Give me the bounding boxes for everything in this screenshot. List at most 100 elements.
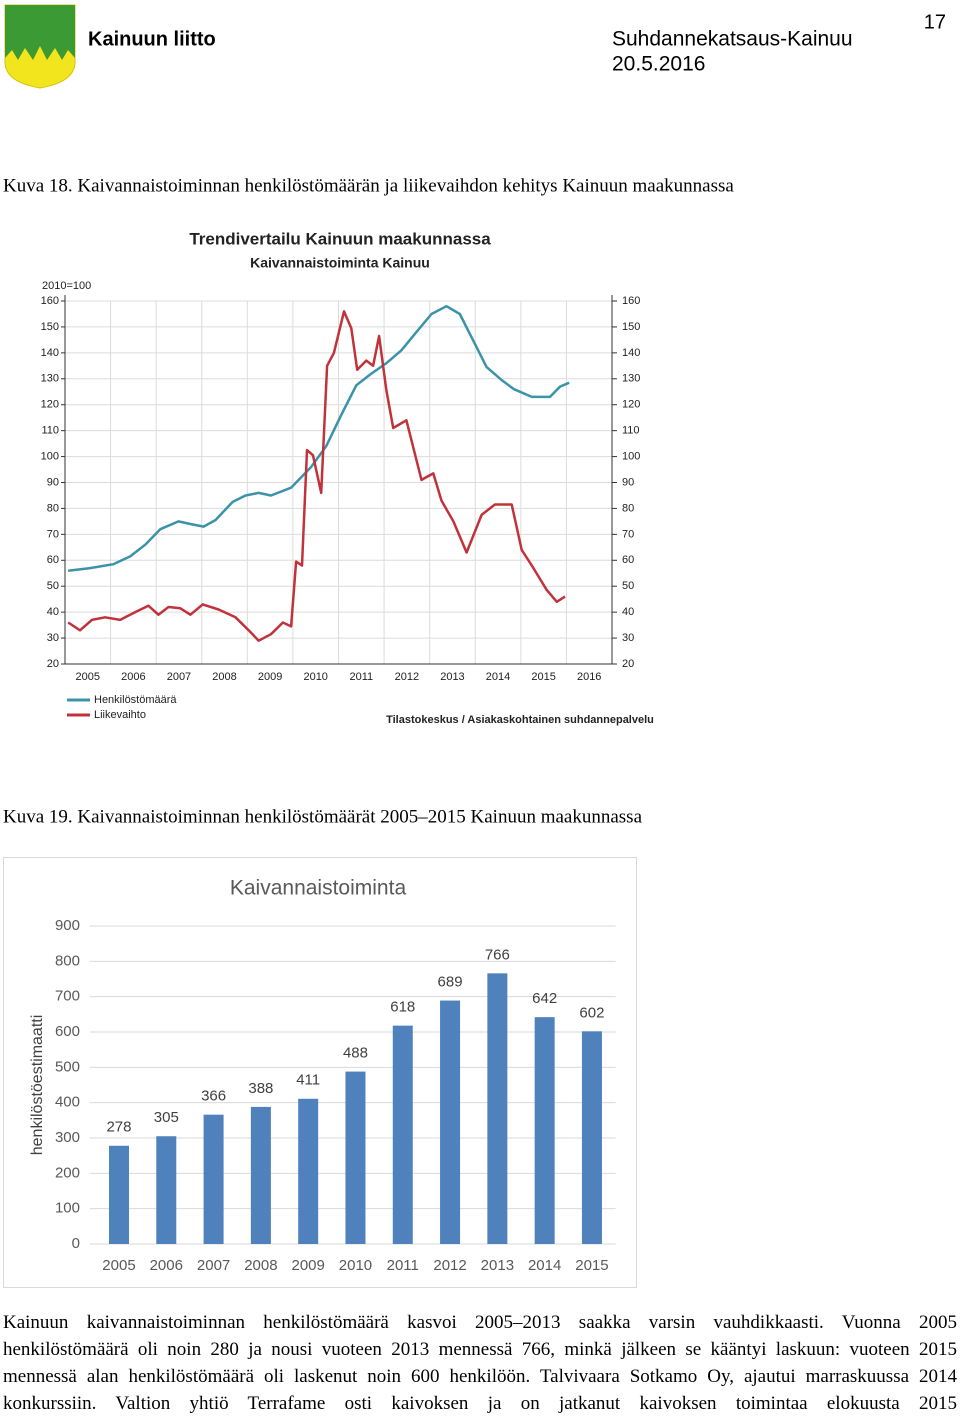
bar (108, 1145, 129, 1244)
legend-label: Liikevaihto (94, 709, 146, 721)
y2-tick-label: 70 (622, 528, 634, 540)
y2-tick-label: 80 (622, 502, 634, 514)
organization: Kainuun liitto (88, 28, 216, 50)
y2-tick-label: 140 (622, 347, 640, 359)
y-tick-label: 600 (55, 1023, 80, 1040)
bar (487, 973, 508, 1244)
value-label: 766 (485, 946, 510, 963)
y-tick-label: 500 (55, 1058, 80, 1075)
x-tick-label: 2011 (349, 671, 373, 683)
x-tick-label: 2007 (197, 1257, 230, 1274)
x-tick-label: 2011 (387, 1257, 419, 1274)
x-tick-label: 2014 (486, 671, 510, 683)
y-tick-label: 150 (41, 321, 59, 333)
caption: Kuva 18. Kaivannaistoiminnan henkilöstöm… (3, 175, 734, 196)
x-tick-label: 2007 (167, 671, 191, 683)
y2-tick-label: 150 (622, 321, 640, 333)
x-tick-label: 2008 (244, 1257, 277, 1274)
chart-title: Kaivannaistoiminta (230, 877, 407, 900)
bar (345, 1071, 366, 1244)
y-tick-label: 300 (55, 1129, 80, 1146)
bar (534, 1017, 555, 1244)
chart-frame (3, 857, 637, 1288)
x-tick-label: 2015 (575, 1257, 608, 1274)
logo (4, 4, 76, 89)
x-tick-label: 2014 (528, 1257, 561, 1274)
bar (203, 1114, 224, 1244)
y-tick-label: 140 (41, 347, 59, 359)
page-number: 17 (924, 11, 946, 33)
value-label: 278 (106, 1119, 131, 1136)
chart-title: Trendivertailu Kainuun maakunnassa (189, 229, 491, 248)
paragraph: Kainuun kaivannaistoiminnan henkilöstömä… (3, 1312, 957, 1414)
value-label: 642 (532, 990, 557, 1007)
date: 20.5.2016 (612, 53, 705, 76)
y-tick-label: 200 (55, 1164, 80, 1181)
y2-tick-label: 90 (622, 476, 634, 488)
value-label: 618 (390, 999, 415, 1016)
source: Tilastokeskus / Asiakaskohtainen suhdann… (386, 714, 654, 726)
bar (250, 1106, 271, 1244)
bar (156, 1136, 177, 1244)
y2-tick-label: 110 (622, 425, 640, 437)
y-tick-label: 100 (41, 450, 59, 462)
value-label: 366 (201, 1088, 226, 1105)
value-label: 602 (579, 1004, 604, 1021)
y-tick-label: 60 (47, 554, 59, 566)
bar (581, 1031, 602, 1244)
y-tick-label: 120 (41, 399, 59, 411)
x-tick-label: 2006 (150, 1257, 183, 1274)
x-tick-label: 2009 (258, 671, 282, 683)
x-tick-label: 2015 (531, 671, 555, 683)
chart-subtitle: Kaivannaistoiminta Kainuu (250, 255, 430, 271)
y2-tick-label: 20 (622, 658, 634, 670)
series-line (67, 310, 566, 642)
value-label: 305 (154, 1109, 179, 1126)
caption: Kuva 19. Kaivannaistoiminnan henkilöstöm… (3, 806, 643, 827)
y-tick-label: 80 (47, 502, 59, 514)
value-label: 411 (296, 1072, 320, 1089)
y-tick-label: 160 (41, 295, 59, 307)
x-tick-label: 2005 (102, 1257, 135, 1274)
publication: Suhdannekatsaus-Kainuu (612, 28, 853, 51)
x-tick-label: 2010 (339, 1257, 372, 1274)
y-tick-label: 900 (55, 917, 80, 934)
y-tick-label: 50 (47, 580, 59, 592)
x-tick-label: 2006 (121, 671, 145, 683)
y-tick-label: 40 (47, 606, 59, 618)
x-tick-label: 2008 (212, 671, 236, 683)
y-tick-label: 700 (55, 988, 80, 1005)
y2-tick-label: 40 (622, 606, 634, 618)
y2-tick-label: 30 (622, 632, 634, 644)
y-tick-label: 30 (47, 632, 59, 644)
x-tick-label: 2005 (76, 671, 100, 683)
series-line (68, 304, 570, 572)
y-tick-label: 100 (55, 1200, 80, 1217)
y-tick-label: 20 (47, 658, 59, 670)
y-tick-label: 90 (47, 476, 59, 488)
y-tick-label: 70 (47, 528, 59, 540)
y2-tick-label: 120 (622, 399, 640, 411)
x-tick-label: 2009 (291, 1257, 324, 1274)
y-tick-label: 800 (55, 952, 80, 969)
bar (392, 1025, 413, 1244)
y2-tick-label: 50 (622, 580, 634, 592)
x-tick-label: 2013 (481, 1257, 514, 1274)
value-label: 388 (248, 1080, 273, 1097)
y2-tick-label: 60 (622, 554, 634, 566)
value-label: 689 (438, 974, 463, 991)
y-tick-label: 0 (72, 1235, 80, 1252)
value-label: 488 (343, 1045, 368, 1062)
y-tick-label: 110 (41, 425, 59, 437)
y-axis-label: henkilöstöestimaatti (29, 1015, 46, 1156)
legend-label: Henkilöstömäärä (94, 694, 177, 706)
bar (298, 1098, 319, 1244)
x-tick-label: 2016 (577, 671, 601, 683)
x-tick-label: 2012 (395, 671, 419, 683)
y2-tick-label: 160 (622, 295, 640, 307)
y-axis-label: 2010=100 (42, 280, 91, 292)
y-tick-label: 130 (41, 373, 59, 385)
y2-tick-label: 130 (622, 373, 640, 385)
